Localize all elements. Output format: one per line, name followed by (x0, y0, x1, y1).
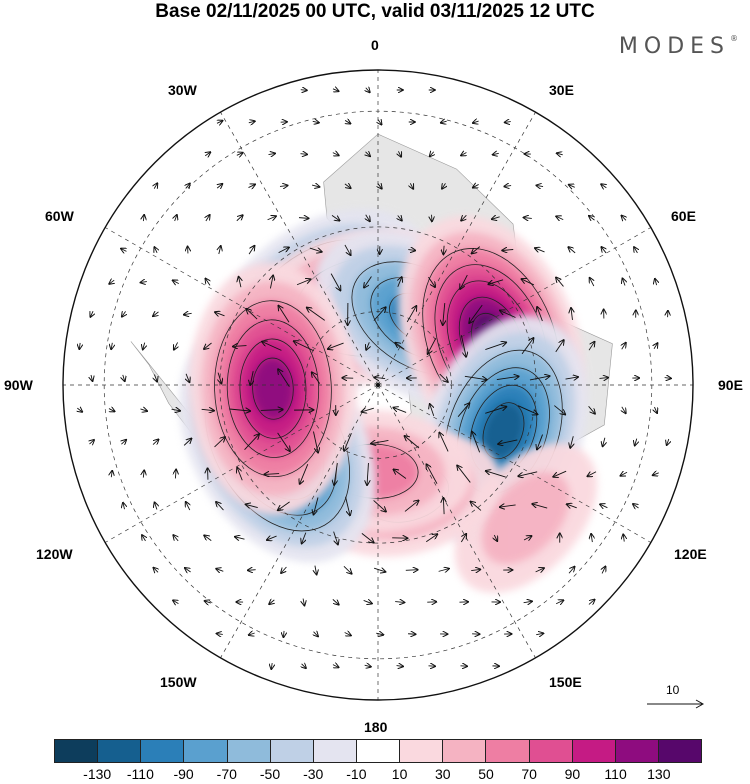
lon-label-180: 180 (364, 719, 387, 735)
colorbar-tick-label: 50 (478, 766, 494, 782)
colorbar (54, 739, 702, 763)
colorbar-tick-label: 70 (521, 766, 537, 782)
lon-label-0: 0 (371, 37, 379, 53)
wind-arrow (408, 634, 415, 635)
colorbar-swatch (616, 740, 659, 762)
colorbar-swatch (141, 740, 184, 762)
colorbar-swatch (184, 740, 227, 762)
colorbar-tick-label: -50 (260, 766, 280, 782)
lon-label-60w: 60W (45, 208, 74, 224)
colorbar-ticks: -130 -110 -90 -70 -50 -30 -10 10 30 50 70 90 110 130 (54, 766, 702, 784)
colorbar-swatch (659, 740, 701, 762)
colorbar-tick-label: -130 (83, 766, 111, 782)
vector-scale-arrow (646, 684, 706, 710)
lon-label-90e: 90E (718, 377, 743, 393)
colorbar-tick-label: -110 (127, 766, 154, 782)
colorbar-swatch (271, 740, 314, 762)
lon-label-30w: 30W (168, 82, 197, 98)
colorbar-swatch (357, 740, 400, 762)
colorbar-tick-label: 130 (647, 766, 670, 782)
colorbar-swatch (55, 740, 98, 762)
wind-arrow (406, 570, 418, 571)
colorbar-tick-label: -30 (303, 766, 323, 782)
lon-label-120w: 120W (36, 546, 73, 562)
colorbar-swatch (486, 740, 529, 762)
colorbar-swatch (314, 740, 357, 762)
colorbar-swatch (573, 740, 616, 762)
colorbar-swatch (443, 740, 486, 762)
wind-arrow (248, 570, 256, 571)
colorbar-swatch (228, 740, 271, 762)
lon-label-30e: 30E (549, 82, 574, 98)
colorbar-swatch (98, 740, 141, 762)
colorbar-tick-label: -10 (346, 766, 366, 782)
colorbar-tick-label: 110 (604, 766, 626, 782)
lon-label-150e: 150E (549, 674, 582, 690)
lon-label-120e: 120E (674, 546, 707, 562)
colorbar-swatch (400, 740, 443, 762)
colorbar-tick-label: -90 (173, 766, 193, 782)
lon-label-90w: 90W (4, 377, 33, 393)
colorbar-tick-label: 90 (565, 766, 581, 782)
lon-label-60e: 60E (671, 208, 696, 224)
north-pole-dot (376, 383, 380, 387)
colorbar-tick-label: 10 (392, 766, 408, 782)
colorbar-tick-label: -70 (217, 766, 237, 782)
wind-arrow (283, 631, 284, 637)
colorbar-tick-label: 30 (435, 766, 451, 782)
lon-label-150w: 150W (160, 674, 197, 690)
colorbar-swatch (530, 740, 573, 762)
